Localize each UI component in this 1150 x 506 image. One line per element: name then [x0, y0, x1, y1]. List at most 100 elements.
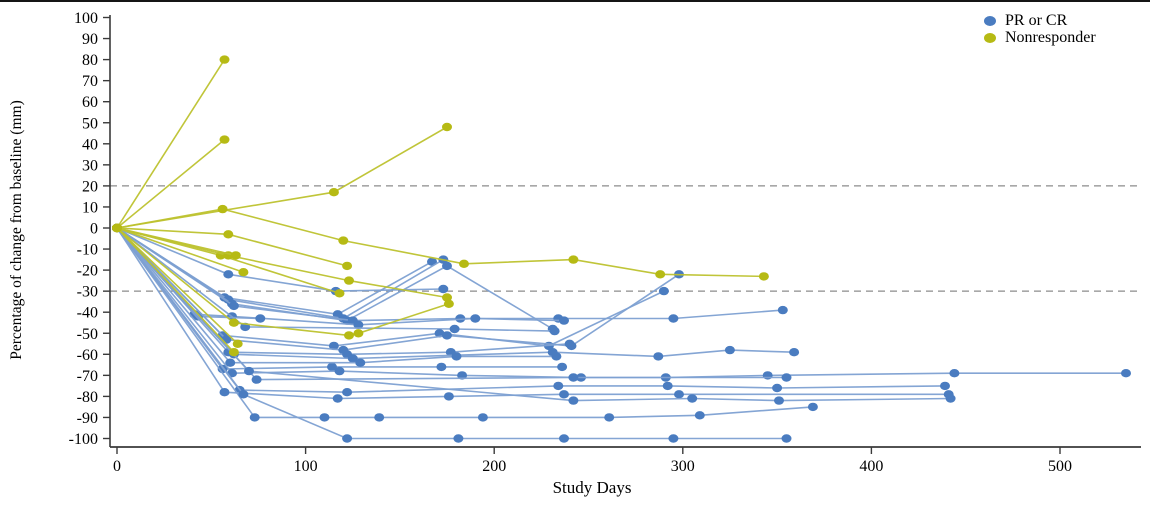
data-point-pr-or-cr — [949, 369, 960, 378]
patient-line-nonresponder-0 — [116, 59, 226, 229]
nonresponder-marker-icon — [984, 32, 996, 43]
data-point-pr-or-cr — [551, 352, 562, 361]
data-point-pr-or-cr — [223, 270, 234, 279]
y-tick-label-50: 50 — [82, 115, 98, 132]
data-point-pr-or-cr — [228, 301, 239, 311]
data-point-nonresponder — [219, 55, 230, 64]
data-point-pr-or-cr — [342, 434, 353, 443]
y-tick-label--90: -90 — [77, 410, 98, 427]
data-point-pr-or-cr — [251, 375, 262, 384]
patient-line-pr-or-cr-7 — [116, 227, 555, 332]
data-point-pr-or-cr — [255, 314, 266, 323]
data-point-pr-or-cr — [559, 390, 569, 399]
y-tick-label--80: -80 — [77, 389, 98, 406]
data-point-pr-or-cr — [668, 434, 679, 443]
pr-or-cr-marker-icon — [984, 15, 996, 26]
patient-line-nonresponder-7 — [116, 227, 236, 257]
data-point-pr-or-cr — [564, 339, 575, 348]
data-point-pr-or-cr — [328, 341, 339, 351]
y-tick-label--20: -20 — [77, 263, 98, 280]
data-point-pr-or-cr — [549, 326, 560, 336]
data-point-pr-or-cr — [219, 388, 230, 397]
y-tick-label-40: 40 — [82, 136, 98, 153]
data-point-nonresponder — [344, 276, 354, 285]
data-point-nonresponder — [655, 270, 666, 279]
data-point-nonresponder — [459, 259, 469, 268]
data-point-pr-or-cr — [347, 354, 358, 363]
data-point-pr-or-cr — [470, 314, 481, 323]
data-point-pr-or-cr — [557, 362, 568, 372]
data-point-pr-or-cr — [436, 362, 447, 372]
data-point-pr-or-cr — [807, 402, 818, 412]
y-tick-label--10: -10 — [77, 242, 98, 259]
patient-line-pr-or-cr-20 — [116, 227, 787, 440]
patient-line-nonresponder-6 — [116, 227, 448, 299]
data-point-nonresponder — [219, 135, 230, 144]
y-tick-label--100: -100 — [69, 431, 98, 448]
legend: PR or CR Nonresponder — [984, 12, 1096, 46]
data-point-pr-or-cr — [559, 316, 569, 325]
data-point-pr-or-cr — [774, 396, 784, 405]
y-tick-label-20: 20 — [82, 178, 98, 195]
legend-label-pr-or-cr: PR or CR — [1005, 11, 1068, 29]
patient-line-pr-or-cr-18 — [116, 227, 951, 402]
y-tick-label--70: -70 — [77, 368, 98, 385]
data-point-pr-or-cr — [553, 381, 564, 391]
y-tick-label-60: 60 — [82, 94, 98, 111]
y-tick-label-0: 0 — [90, 221, 98, 238]
patient-line-nonresponder-2 — [116, 126, 448, 229]
y-tick-label-30: 30 — [82, 157, 98, 174]
legend-item-nonresponder: Nonresponder — [984, 29, 1096, 46]
data-point-pr-or-cr — [559, 434, 569, 443]
data-point-pr-or-cr — [687, 394, 698, 403]
data-point-pr-or-cr — [244, 366, 254, 376]
patient-line-nonresponder-3 — [116, 208, 764, 278]
data-point-pr-or-cr — [674, 390, 684, 399]
data-point-pr-or-cr — [658, 286, 669, 296]
data-point-pr-or-cr — [342, 388, 353, 397]
y-tick-label-100: 100 — [74, 10, 98, 27]
data-point-pr-or-cr — [443, 392, 454, 401]
y-tick-label-70: 70 — [82, 73, 98, 90]
data-point-nonresponder — [442, 122, 452, 132]
data-point-pr-or-cr — [940, 381, 950, 391]
y-tick-label-10: 10 — [82, 199, 98, 216]
patient-line-pr-or-cr-0 — [116, 227, 444, 292]
data-point-nonresponder — [758, 272, 769, 281]
data-point-pr-or-cr — [668, 314, 679, 323]
x-axis-title: Study Days — [552, 478, 632, 497]
data-point-pr-or-cr — [438, 284, 449, 294]
x-tick-label-0: 0 — [113, 458, 121, 475]
data-point-pr-or-cr — [694, 411, 705, 420]
data-point-nonresponder — [568, 255, 579, 264]
data-point-pr-or-cr — [604, 413, 615, 422]
data-point-nonresponder — [328, 188, 339, 197]
data-point-pr-or-cr — [789, 348, 800, 357]
data-point-pr-or-cr — [653, 352, 664, 361]
y-tick-label--60: -60 — [77, 347, 98, 364]
data-point-pr-or-cr — [781, 434, 792, 443]
x-tick-label-300: 300 — [671, 458, 695, 475]
x-tick-label-400: 400 — [859, 458, 883, 475]
data-point-pr-or-cr — [455, 314, 466, 323]
y-axis-title: Percentage of change from baseline (mm) — [8, 100, 25, 360]
data-point-pr-or-cr — [353, 320, 364, 329]
data-point-pr-or-cr — [225, 358, 236, 367]
data-point-nonresponder — [232, 339, 243, 348]
data-point-nonresponder — [344, 331, 354, 340]
data-point-pr-or-cr — [945, 394, 956, 403]
x-tick-label-100: 100 — [294, 458, 318, 475]
data-point-pr-or-cr — [355, 358, 366, 367]
data-point-nonresponder — [442, 293, 452, 302]
data-point-pr-or-cr — [332, 394, 343, 403]
data-point-nonresponder — [223, 230, 234, 239]
data-point-pr-or-cr — [762, 371, 773, 380]
data-point-pr-or-cr — [374, 413, 385, 422]
y-tick-label--50: -50 — [77, 326, 98, 343]
data-point-nonresponder — [228, 348, 239, 357]
data-point-pr-or-cr — [1121, 369, 1131, 378]
data-point-pr-or-cr — [662, 381, 673, 391]
data-point-nonresponder — [338, 236, 349, 245]
